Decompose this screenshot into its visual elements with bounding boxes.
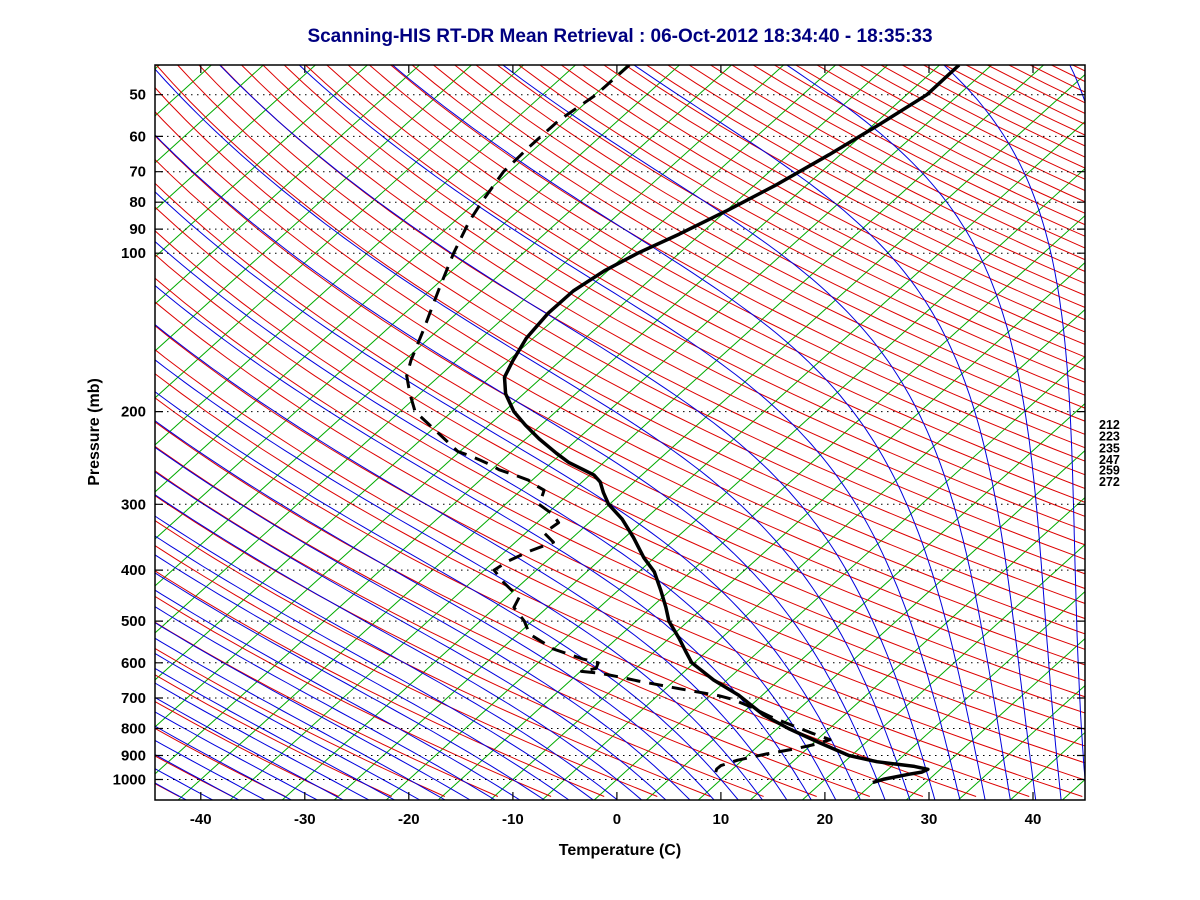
tick-label: -40 bbox=[190, 811, 212, 828]
tick-label: 70 bbox=[129, 164, 146, 181]
tick-label: -10 bbox=[502, 811, 524, 828]
tick-label: -20 bbox=[398, 811, 420, 828]
tick-label: 800 bbox=[121, 721, 146, 738]
tick-label: 272 bbox=[1099, 475, 1120, 489]
x-axis-label: Temperature (C) bbox=[558, 842, 682, 859]
tick-label: 500 bbox=[121, 613, 146, 630]
tick-label: 10 bbox=[713, 811, 730, 828]
tick-label: 60 bbox=[129, 128, 146, 145]
dry-adiabat-lines bbox=[155, 65, 1085, 797]
axis-ticks bbox=[155, 65, 1085, 800]
y-tick-labels: 50 60 70 80 90 100 200 300 400 500 600 700 800 900 100… bbox=[113, 87, 146, 789]
chart-title: Scanning-HIS RT-DR Mean Retrieval : 06-O… bbox=[307, 26, 933, 47]
dewpoint-curve bbox=[405, 65, 832, 773]
tick-label: 0 bbox=[613, 811, 621, 828]
tick-label: 600 bbox=[121, 655, 146, 672]
tick-label: 300 bbox=[121, 496, 146, 513]
tick-label: 259 bbox=[1099, 464, 1120, 478]
tick-label: 212 bbox=[1099, 418, 1120, 432]
tick-label: 40 bbox=[1025, 811, 1042, 828]
temperature-curve bbox=[502, 65, 961, 785]
tick-label: 90 bbox=[129, 221, 146, 238]
tick-label: 223 bbox=[1099, 430, 1120, 444]
tick-label: 247 bbox=[1099, 453, 1120, 467]
axis-border bbox=[154, 64, 1086, 801]
tick-label: 400 bbox=[121, 562, 146, 579]
tick-label: -30 bbox=[294, 811, 316, 828]
tick-label: 100 bbox=[121, 245, 146, 262]
tick-label: 235 bbox=[1099, 442, 1120, 456]
tick-label: 900 bbox=[121, 747, 146, 764]
tick-label: 80 bbox=[129, 194, 146, 211]
tick-label: 1000 bbox=[113, 772, 146, 789]
tick-label: 700 bbox=[121, 690, 146, 707]
tick-label: 50 bbox=[129, 87, 146, 104]
isobar-gridlines bbox=[155, 94, 1085, 780]
tick-label: 30 bbox=[921, 811, 938, 828]
tick-label: 20 bbox=[817, 811, 834, 828]
x-tick-labels: -40 -30 -20 -10 0 10 20 30 40 bbox=[190, 811, 1041, 828]
tick-label: 200 bbox=[121, 404, 146, 421]
moist-adiabat-lines bbox=[155, 65, 1085, 800]
